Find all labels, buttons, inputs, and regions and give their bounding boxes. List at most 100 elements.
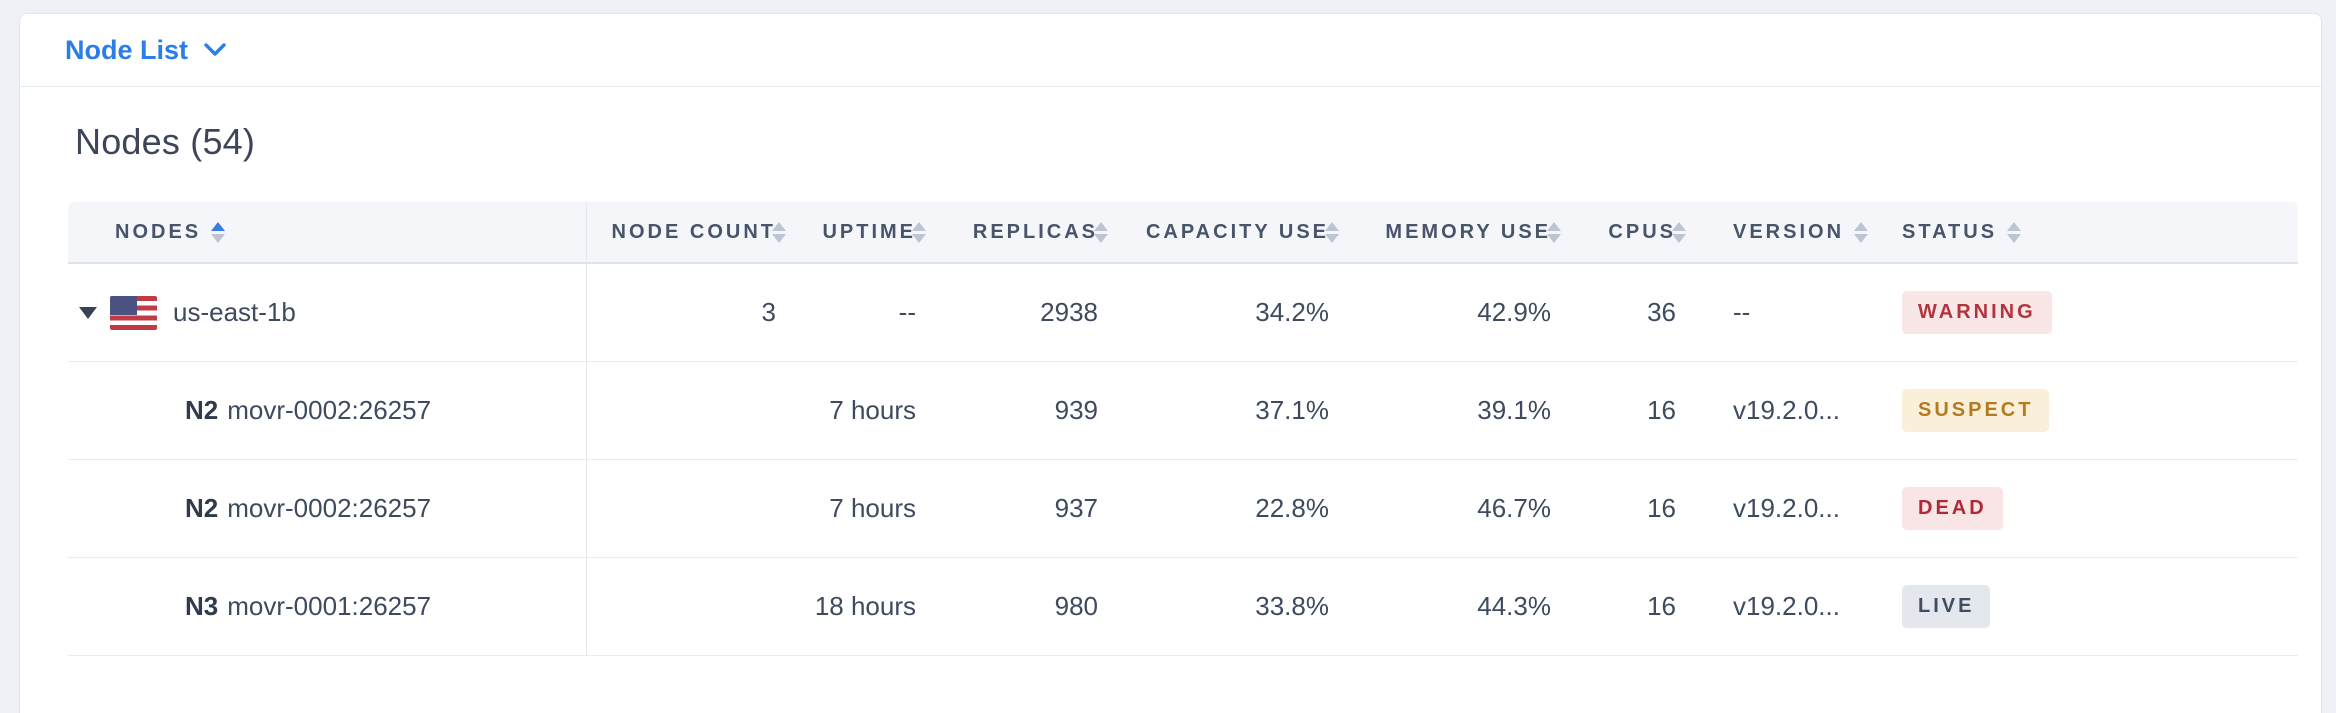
sort-arrows-icon xyxy=(211,221,226,243)
table-row-region[interactable]: us-east-1b 3 -- 2938 34.2% 42.9% 36 -- W… xyxy=(68,264,2298,362)
cpus-cell: 36 xyxy=(1575,264,1700,361)
column-header-label: REPLICAS xyxy=(972,220,1098,243)
column-header-nodes[interactable]: NODES xyxy=(68,202,587,262)
capacity-use-cell: 33.8% xyxy=(1122,558,1353,655)
cpus-value: 16 xyxy=(1647,591,1676,621)
node-id: N2 xyxy=(185,395,219,425)
cpus-cell: 16 xyxy=(1575,460,1700,557)
replicas-value: 2938 xyxy=(1040,297,1098,327)
replicas-cell: 2938 xyxy=(940,264,1122,361)
table-row-node[interactable]: N3 movr-0001:26257 18 hours 980 33.8% 44… xyxy=(68,558,2298,656)
node-id: N2 xyxy=(185,493,219,523)
node-cell[interactable]: N2 movr-0002:26257 xyxy=(68,460,587,557)
table-row-node[interactable]: N2 movr-0002:26257 7 hours 939 37.1% 39.… xyxy=(68,362,2298,460)
node-count-value: 3 xyxy=(761,297,776,327)
uptime-value: 18 hours xyxy=(814,591,916,621)
chevron-down-icon xyxy=(204,43,226,56)
memory-use-cell: 39.1% xyxy=(1353,362,1575,459)
sort-arrows-icon xyxy=(1547,221,1561,243)
page-title: Nodes (54) xyxy=(75,121,256,162)
cpus-cell: 16 xyxy=(1575,558,1700,655)
column-header-label: STATUS xyxy=(1902,220,1998,243)
uptime-value: 7 hours xyxy=(829,493,916,523)
column-header-node-count[interactable]: NODE COUNT xyxy=(587,202,800,262)
region-cell[interactable]: us-east-1b xyxy=(68,264,587,361)
status-cell: LIVE xyxy=(1880,558,2298,655)
sort-arrows-icon xyxy=(912,221,926,243)
status-cell: DEAD xyxy=(1880,460,2298,557)
replicas-value: 937 xyxy=(1054,493,1098,523)
uptime-cell: -- xyxy=(800,264,940,361)
version-cell: v19.2.0... xyxy=(1700,558,1880,655)
uptime-cell: 7 hours xyxy=(800,362,940,459)
sort-arrows-icon xyxy=(2007,221,2022,243)
status-badge: LIVE xyxy=(1902,585,1991,628)
sort-arrows-icon xyxy=(772,221,786,243)
capacity-use-value: 22.8% xyxy=(1255,493,1329,523)
column-header-label: VERSION xyxy=(1733,220,1845,243)
memory-use-value: 39.1% xyxy=(1477,395,1551,425)
column-header-replicas[interactable]: REPLICAS xyxy=(940,202,1122,262)
capacity-use-cell: 22.8% xyxy=(1122,460,1353,557)
status-cell: WARNING xyxy=(1880,264,2298,361)
memory-use-cell: 44.3% xyxy=(1353,558,1575,655)
version-value: v19.2.0... xyxy=(1733,493,1840,523)
status-badge: WARNING xyxy=(1902,291,2052,334)
memory-use-value: 42.9% xyxy=(1477,297,1551,327)
table-header-row: NODES NODE COUNT UPTIME REPLICAS CAPACIT… xyxy=(68,202,2298,264)
column-header-cpus[interactable]: CPUS xyxy=(1575,202,1700,262)
column-header-status[interactable]: STATUS xyxy=(1880,202,2298,262)
capacity-use-value: 37.1% xyxy=(1255,395,1329,425)
column-header-label: CPUS xyxy=(1608,220,1676,243)
node-cell[interactable]: N2 movr-0002:26257 xyxy=(68,362,587,459)
node-count-cell: 3 xyxy=(587,264,800,361)
sort-arrows-icon xyxy=(1325,221,1339,243)
column-header-uptime[interactable]: UPTIME xyxy=(800,202,940,262)
caret-down-icon[interactable] xyxy=(79,306,97,319)
cpus-value: 16 xyxy=(1647,493,1676,523)
memory-use-value: 44.3% xyxy=(1477,591,1551,621)
us-flag-icon xyxy=(110,295,157,330)
memory-use-cell: 46.7% xyxy=(1353,460,1575,557)
status-badge: SUSPECT xyxy=(1902,389,2050,432)
node-list-card: Node List Nodes (54) NODES NODE COUNT UP… xyxy=(19,13,2322,713)
column-header-label: NODES xyxy=(115,220,202,243)
node-list-dropdown-label: Node List xyxy=(65,34,189,65)
sort-arrows-icon xyxy=(1094,221,1108,243)
column-header-memory-use[interactable]: MEMORY USE xyxy=(1353,202,1575,262)
column-header-label: MEMORY USE xyxy=(1385,220,1551,243)
node-count-cell xyxy=(587,362,800,459)
column-header-label: CAPACITY USE xyxy=(1145,220,1329,243)
cpus-value: 16 xyxy=(1647,395,1676,425)
node-cell[interactable]: N3 movr-0001:26257 xyxy=(68,558,587,655)
table-row-node[interactable]: N2 movr-0002:26257 7 hours 937 22.8% 46.… xyxy=(68,460,2298,558)
nodes-table: NODES NODE COUNT UPTIME REPLICAS CAPACIT… xyxy=(68,202,2298,656)
capacity-use-value: 33.8% xyxy=(1255,591,1329,621)
node-list-dropdown[interactable]: Node List xyxy=(65,35,226,66)
sort-arrows-icon xyxy=(1672,221,1686,243)
node-address: movr-0001:26257 xyxy=(227,591,432,621)
uptime-value: 7 hours xyxy=(829,395,916,425)
column-header-label: NODE COUNT xyxy=(611,220,776,243)
version-value: -- xyxy=(1733,297,1751,327)
version-cell: v19.2.0... xyxy=(1700,362,1880,459)
replicas-cell: 939 xyxy=(940,362,1122,459)
status-badge: DEAD xyxy=(1902,487,2003,530)
memory-use-cell: 42.9% xyxy=(1353,264,1575,361)
column-header-capacity-use[interactable]: CAPACITY USE xyxy=(1122,202,1353,262)
replicas-value: 939 xyxy=(1054,395,1098,425)
column-header-version[interactable]: VERSION xyxy=(1700,202,1880,262)
replicas-cell: 980 xyxy=(940,558,1122,655)
status-cell: SUSPECT xyxy=(1880,362,2298,459)
node-address: movr-0002:26257 xyxy=(227,493,432,523)
version-cell: -- xyxy=(1700,264,1880,361)
capacity-use-cell: 37.1% xyxy=(1122,362,1353,459)
view-switcher-bar: Node List xyxy=(20,14,2321,87)
node-count-cell xyxy=(587,460,800,557)
version-value: v19.2.0... xyxy=(1733,591,1840,621)
node-address: movr-0002:26257 xyxy=(227,395,432,425)
uptime-cell: 18 hours xyxy=(800,558,940,655)
uptime-value: -- xyxy=(898,297,916,327)
version-cell: v19.2.0... xyxy=(1700,460,1880,557)
cpus-value: 36 xyxy=(1647,297,1676,327)
